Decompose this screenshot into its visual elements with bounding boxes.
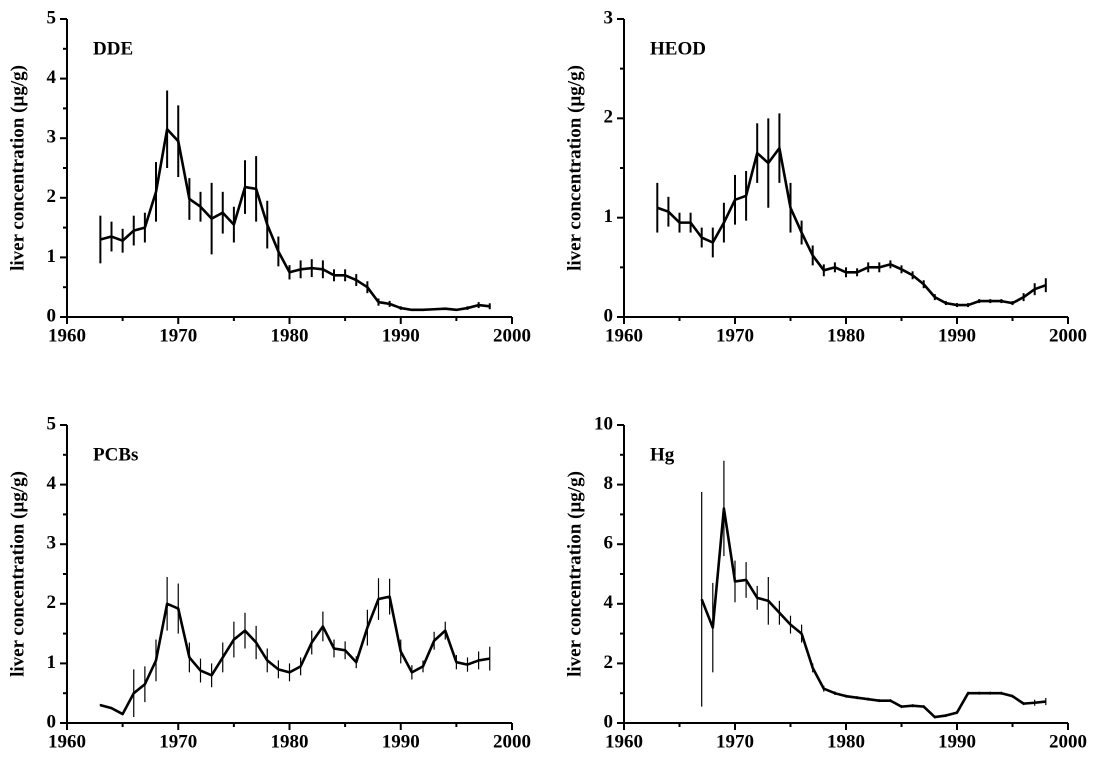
x-tick-label: 1970 xyxy=(159,731,197,752)
x-tick-label: 2000 xyxy=(1049,731,1087,752)
x-tick-label: 1970 xyxy=(716,325,754,346)
x-tick-label: 1980 xyxy=(827,731,865,752)
panel-label: Hg xyxy=(650,444,675,465)
x-tick-label: 2000 xyxy=(1049,325,1087,346)
panel-label: HEOD xyxy=(650,38,706,59)
y-axis-label: liver concentration (µg/g) xyxy=(7,471,28,677)
data-line xyxy=(656,146,1047,307)
x-tick-label: 1970 xyxy=(159,325,197,346)
y-tick-label: 0 xyxy=(47,711,57,732)
x-tick-label: 1990 xyxy=(382,731,420,752)
y-tick-label: 1 xyxy=(604,206,614,227)
x-tick-label: 1980 xyxy=(271,731,309,752)
x-tick-label: 1970 xyxy=(716,731,754,752)
x-tick-label: 1980 xyxy=(271,325,309,346)
x-tick-label: 2000 xyxy=(493,731,531,752)
y-tick-label: 0 xyxy=(47,305,57,326)
y-tick-label: 1 xyxy=(47,652,57,673)
x-tick-label: 2000 xyxy=(493,325,531,346)
x-tick-label: 1990 xyxy=(938,325,976,346)
panel-label: DDE xyxy=(93,38,133,59)
y-tick-label: 6 xyxy=(604,533,614,554)
y-axis-label: liver concentration (µg/g) xyxy=(7,65,28,271)
data-line xyxy=(100,127,490,312)
y-tick-label: 3 xyxy=(47,533,57,554)
data-line xyxy=(100,595,490,716)
y-tick-label: 3 xyxy=(604,7,614,28)
y-tick-label: 5 xyxy=(47,7,57,28)
y-tick-label: 1 xyxy=(47,246,57,267)
y-tick-label: 2 xyxy=(604,652,614,673)
y-tick-label: 4 xyxy=(47,473,57,494)
y-tick-label: 0 xyxy=(604,305,614,326)
y-axis-label: liver concentration (µg/g) xyxy=(564,65,585,271)
panel-label: PCBs xyxy=(93,444,138,465)
y-tick-label: 2 xyxy=(47,592,57,613)
y-tick-label: 3 xyxy=(47,127,57,148)
y-tick-label: 0 xyxy=(604,711,614,732)
x-tick-label: 1980 xyxy=(827,325,865,346)
y-tick-label: 10 xyxy=(594,413,613,434)
data-line xyxy=(700,507,1046,719)
y-axis-label: liver concentration (µg/g) xyxy=(564,471,585,677)
x-tick-label: 1960 xyxy=(605,325,643,346)
x-tick-label: 1990 xyxy=(938,731,976,752)
y-tick-label: 4 xyxy=(604,592,614,613)
y-tick-label: 5 xyxy=(47,413,57,434)
y-tick-label: 2 xyxy=(604,107,614,128)
y-tick-label: 8 xyxy=(604,473,614,494)
x-tick-label: 1960 xyxy=(48,731,86,752)
x-tick-label: 1960 xyxy=(605,731,643,752)
y-tick-label: 4 xyxy=(47,67,57,88)
x-tick-label: 1960 xyxy=(48,325,86,346)
y-tick-label: 2 xyxy=(47,186,57,207)
x-tick-label: 1990 xyxy=(382,325,420,346)
